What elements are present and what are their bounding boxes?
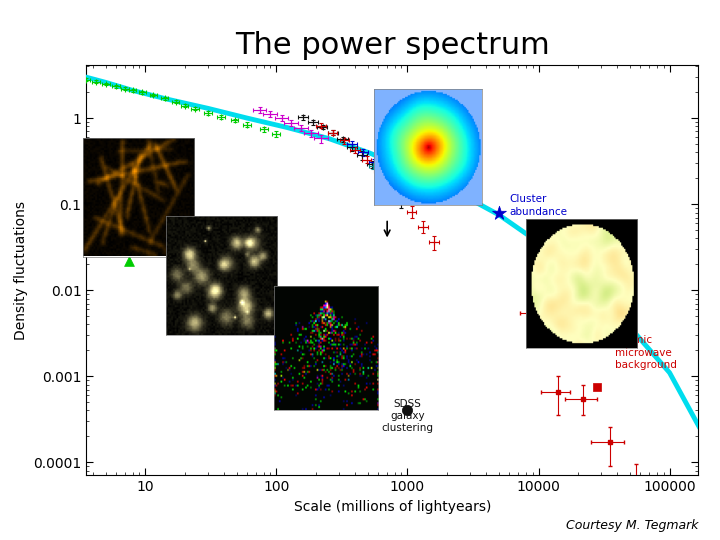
Text: Intergalactic
hydrogen
clumping: Intergalactic hydrogen clumping: [129, 204, 194, 239]
Point: [591, 383, 603, 391]
Y-axis label: Density fluctuations: Density fluctuations: [14, 200, 28, 340]
X-axis label: Scale (millions of lightyears): Scale (millions of lightyears): [294, 500, 491, 514]
Title: The power spectrum: The power spectrum: [235, 31, 550, 60]
Text: SDSS
galaxy
clustering: SDSS galaxy clustering: [382, 399, 433, 434]
Point: [265, 312, 276, 320]
Point: [493, 208, 505, 217]
Point: [123, 256, 135, 265]
Text: Courtesy M. Tegmark: Courtesy M. Tegmark: [566, 519, 698, 532]
Text: Gravitational
lensing: Gravitational lensing: [276, 303, 344, 326]
Text: Cosmic
microwave
background: Cosmic microwave background: [614, 335, 676, 370]
Text: Cluster
abundance: Cluster abundance: [510, 194, 567, 217]
Point: [402, 406, 413, 415]
